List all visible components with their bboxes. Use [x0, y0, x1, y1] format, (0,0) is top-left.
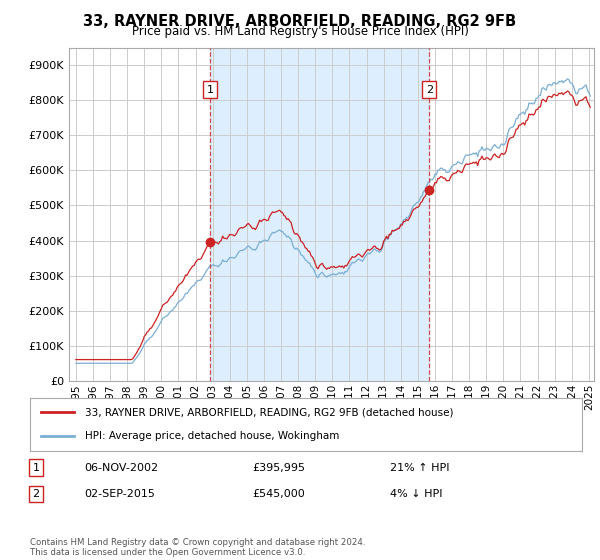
- Text: 21% ↑ HPI: 21% ↑ HPI: [390, 463, 449, 473]
- Text: Contains HM Land Registry data © Crown copyright and database right 2024.
This d: Contains HM Land Registry data © Crown c…: [30, 538, 365, 557]
- Text: £545,000: £545,000: [252, 489, 305, 499]
- Text: 33, RAYNER DRIVE, ARBORFIELD, READING, RG2 9FB: 33, RAYNER DRIVE, ARBORFIELD, READING, R…: [83, 14, 517, 29]
- Text: 2: 2: [32, 489, 40, 499]
- Text: 1: 1: [206, 85, 214, 95]
- Text: 2: 2: [426, 85, 433, 95]
- Text: 4% ↓ HPI: 4% ↓ HPI: [390, 489, 443, 499]
- Text: 1: 1: [32, 463, 40, 473]
- Bar: [210, 48, 430, 381]
- Text: Price paid vs. HM Land Registry's House Price Index (HPI): Price paid vs. HM Land Registry's House …: [131, 25, 469, 38]
- Text: HPI: Average price, detached house, Wokingham: HPI: Average price, detached house, Woki…: [85, 431, 340, 441]
- Text: 02-SEP-2015: 02-SEP-2015: [84, 489, 155, 499]
- Text: 06-NOV-2002: 06-NOV-2002: [84, 463, 158, 473]
- Text: 33, RAYNER DRIVE, ARBORFIELD, READING, RG2 9FB (detached house): 33, RAYNER DRIVE, ARBORFIELD, READING, R…: [85, 408, 454, 418]
- Text: £395,995: £395,995: [252, 463, 305, 473]
